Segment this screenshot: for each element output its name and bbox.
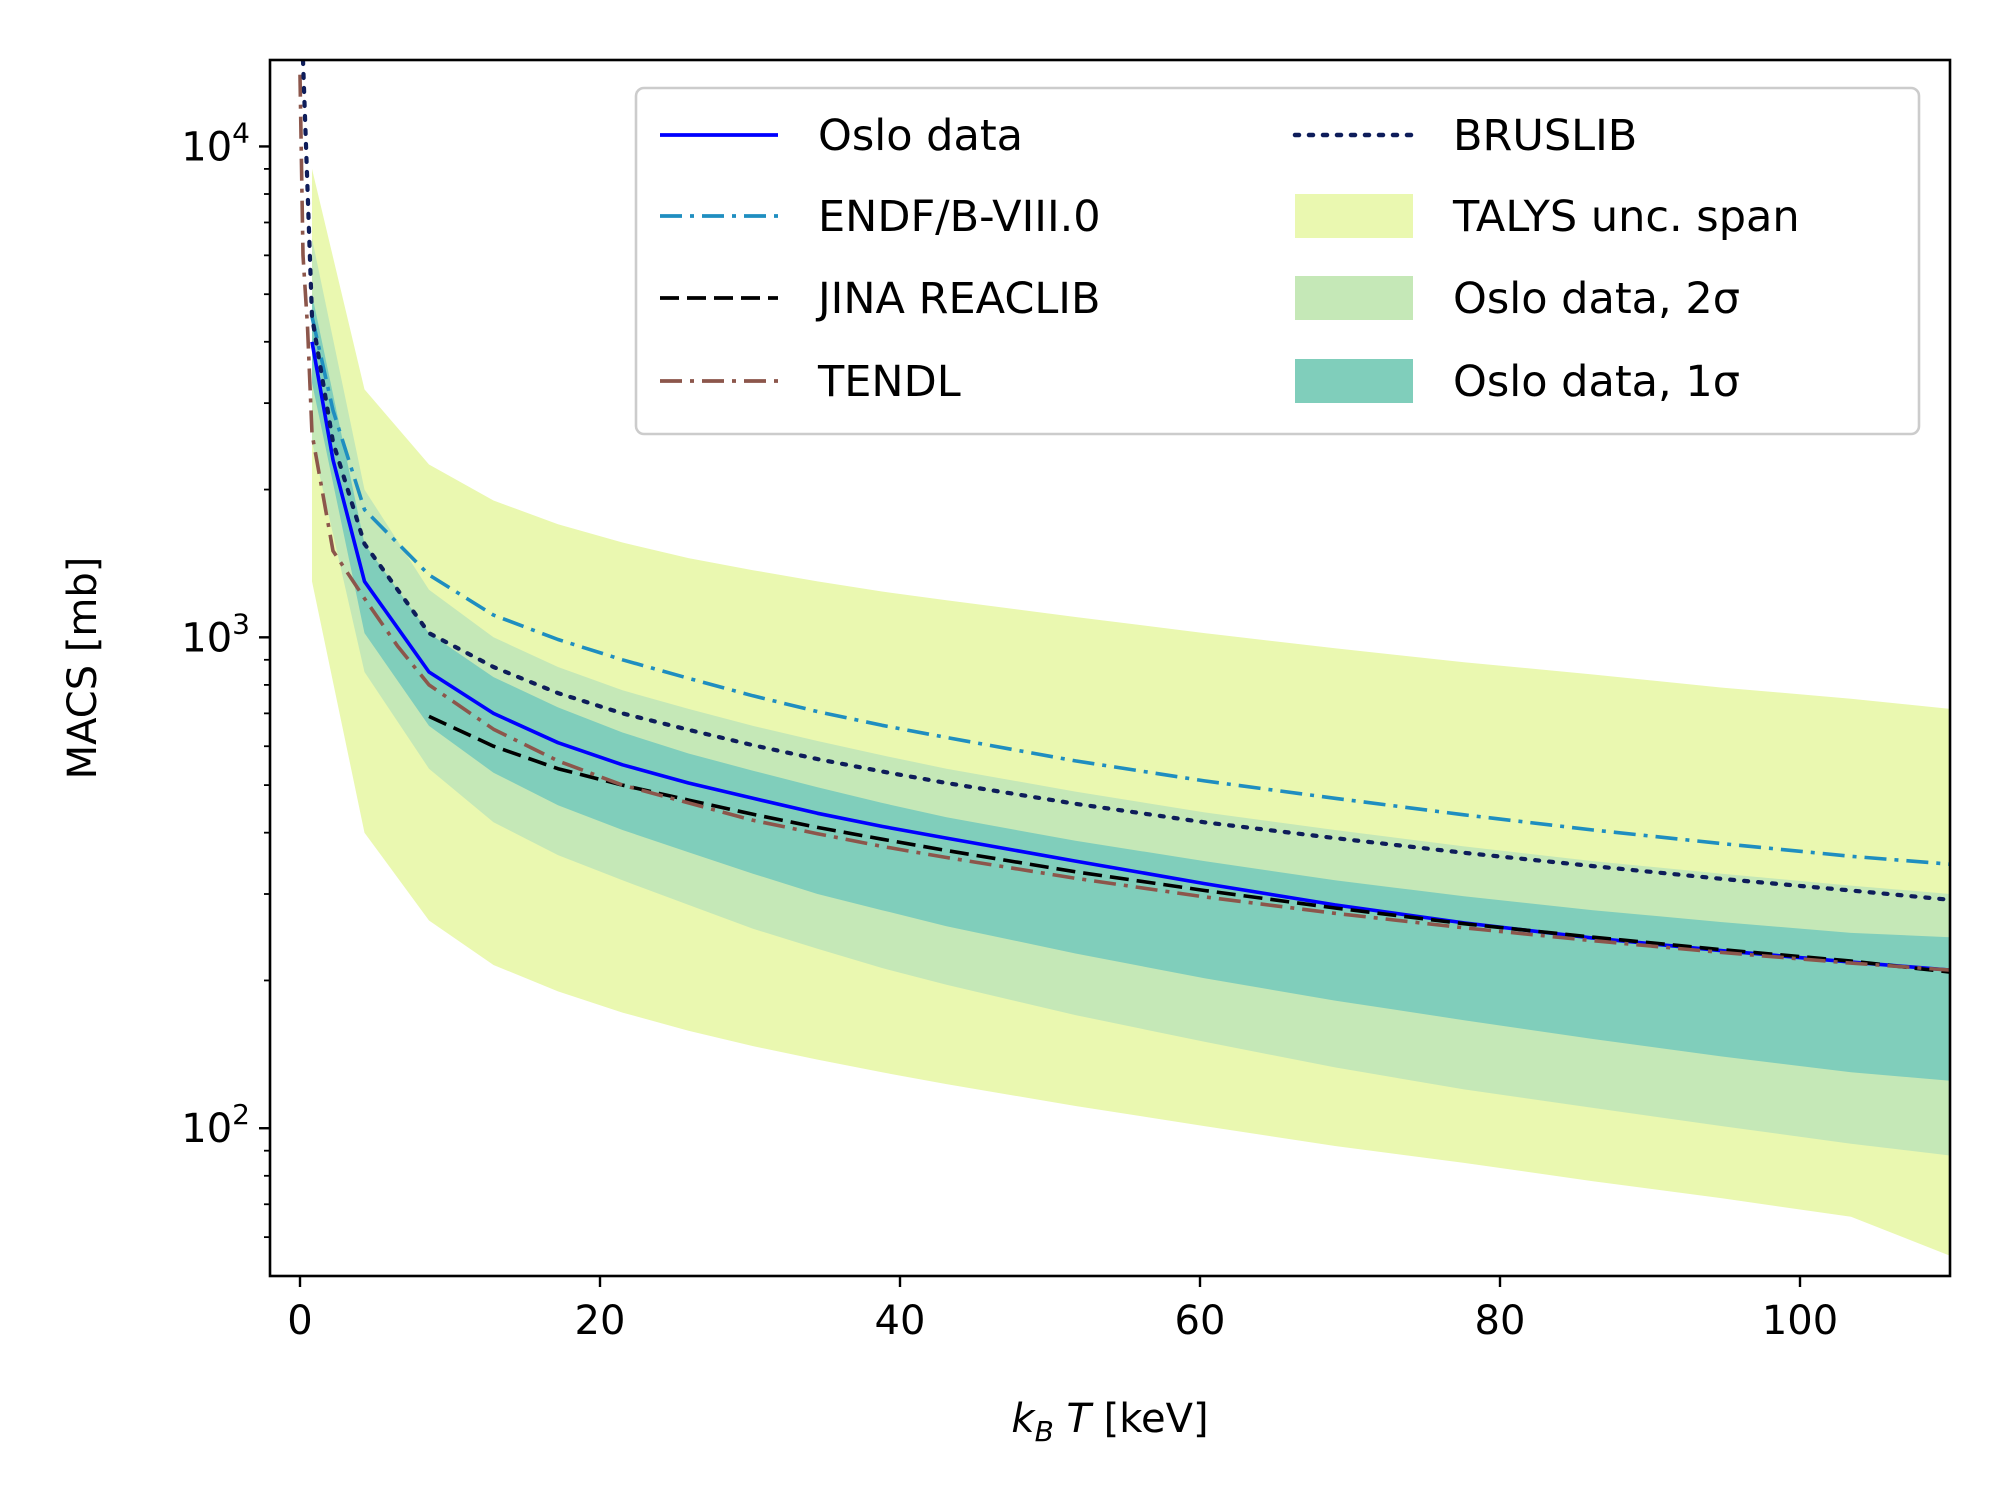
legend-swatch-oslo-data-2 (1295, 276, 1413, 320)
legend-item-oslo-data-2: Oslo data, 2σ (1295, 274, 1740, 324)
series-tendl (298, 74, 1950, 972)
series-endf-b-viii-0 (310, 316, 1950, 866)
band-oslo-data-1 (312, 294, 1950, 1081)
legend-label-bruslib: BRUSLIB (1453, 111, 1637, 161)
y-tick-label-1000: 103 (181, 607, 250, 661)
legend-item-tendl: TENDL (660, 357, 961, 407)
legend-label-jina-reaclib: JINA REACLIB (815, 274, 1100, 324)
legend-item-jina-reaclib: JINA REACLIB (660, 274, 1100, 324)
legend-item-bruslib: BRUSLIB (1292, 111, 1637, 161)
x-axis-title: kB T [keV] (1011, 1396, 1208, 1448)
uncertainty-bands (312, 168, 1950, 1256)
legend-box (634, 86, 1921, 436)
x-tick-label-60: 60 (1175, 1298, 1226, 1344)
legend-label-talys-unc-span: TALYS unc. span (1452, 192, 1800, 242)
legend-label-oslo-data: Oslo data (818, 111, 1023, 161)
series-bruslib (300, 60, 1950, 902)
x-tick-label-20: 20 (575, 1298, 626, 1344)
x-tick-label-100: 100 (1762, 1298, 1838, 1344)
y-axis-title: MACS [mb] (60, 557, 106, 780)
y-tick-label-100: 102 (181, 1098, 250, 1152)
legend-label-endf-b-viii-0: ENDF/B-VIII.0 (818, 192, 1101, 242)
legend-item-oslo-data-1: Oslo data, 1σ (1295, 357, 1740, 407)
legend-label-tendl: TENDL (817, 357, 961, 407)
plot-frame (268, 58, 1952, 1278)
legend-item-talys-unc-span: TALYS unc. span (1295, 192, 1800, 242)
legend-label-oslo-data-2: Oslo data, 2σ (1453, 274, 1740, 324)
y-tick-label-10000: 104 (181, 116, 250, 170)
legend: Oslo data ENDF/B-VIII.0 JINA REACLIB TENDL B… (634, 86, 1921, 436)
x-tick-label-0: 0 (287, 1298, 312, 1344)
data-series-lines (298, 60, 1950, 974)
legend-item-oslo-data: Oslo data (660, 111, 1023, 161)
x-tick-label-80: 80 (1475, 1298, 1526, 1344)
series-jina-reaclib (428, 714, 1950, 974)
legend-item-endf-b-viii-0: ENDF/B-VIII.0 (660, 192, 1101, 242)
legend-label-oslo-data-1: Oslo data, 1σ (1453, 357, 1740, 407)
legend-swatch-oslo-data-1 (1295, 359, 1413, 403)
legend-swatch-talys-unc-span (1295, 194, 1413, 238)
x-tick-label-40: 40 (875, 1298, 926, 1344)
axis-ticks: 0 20 40 60 80 100 102 103 104 (181, 116, 1838, 1344)
